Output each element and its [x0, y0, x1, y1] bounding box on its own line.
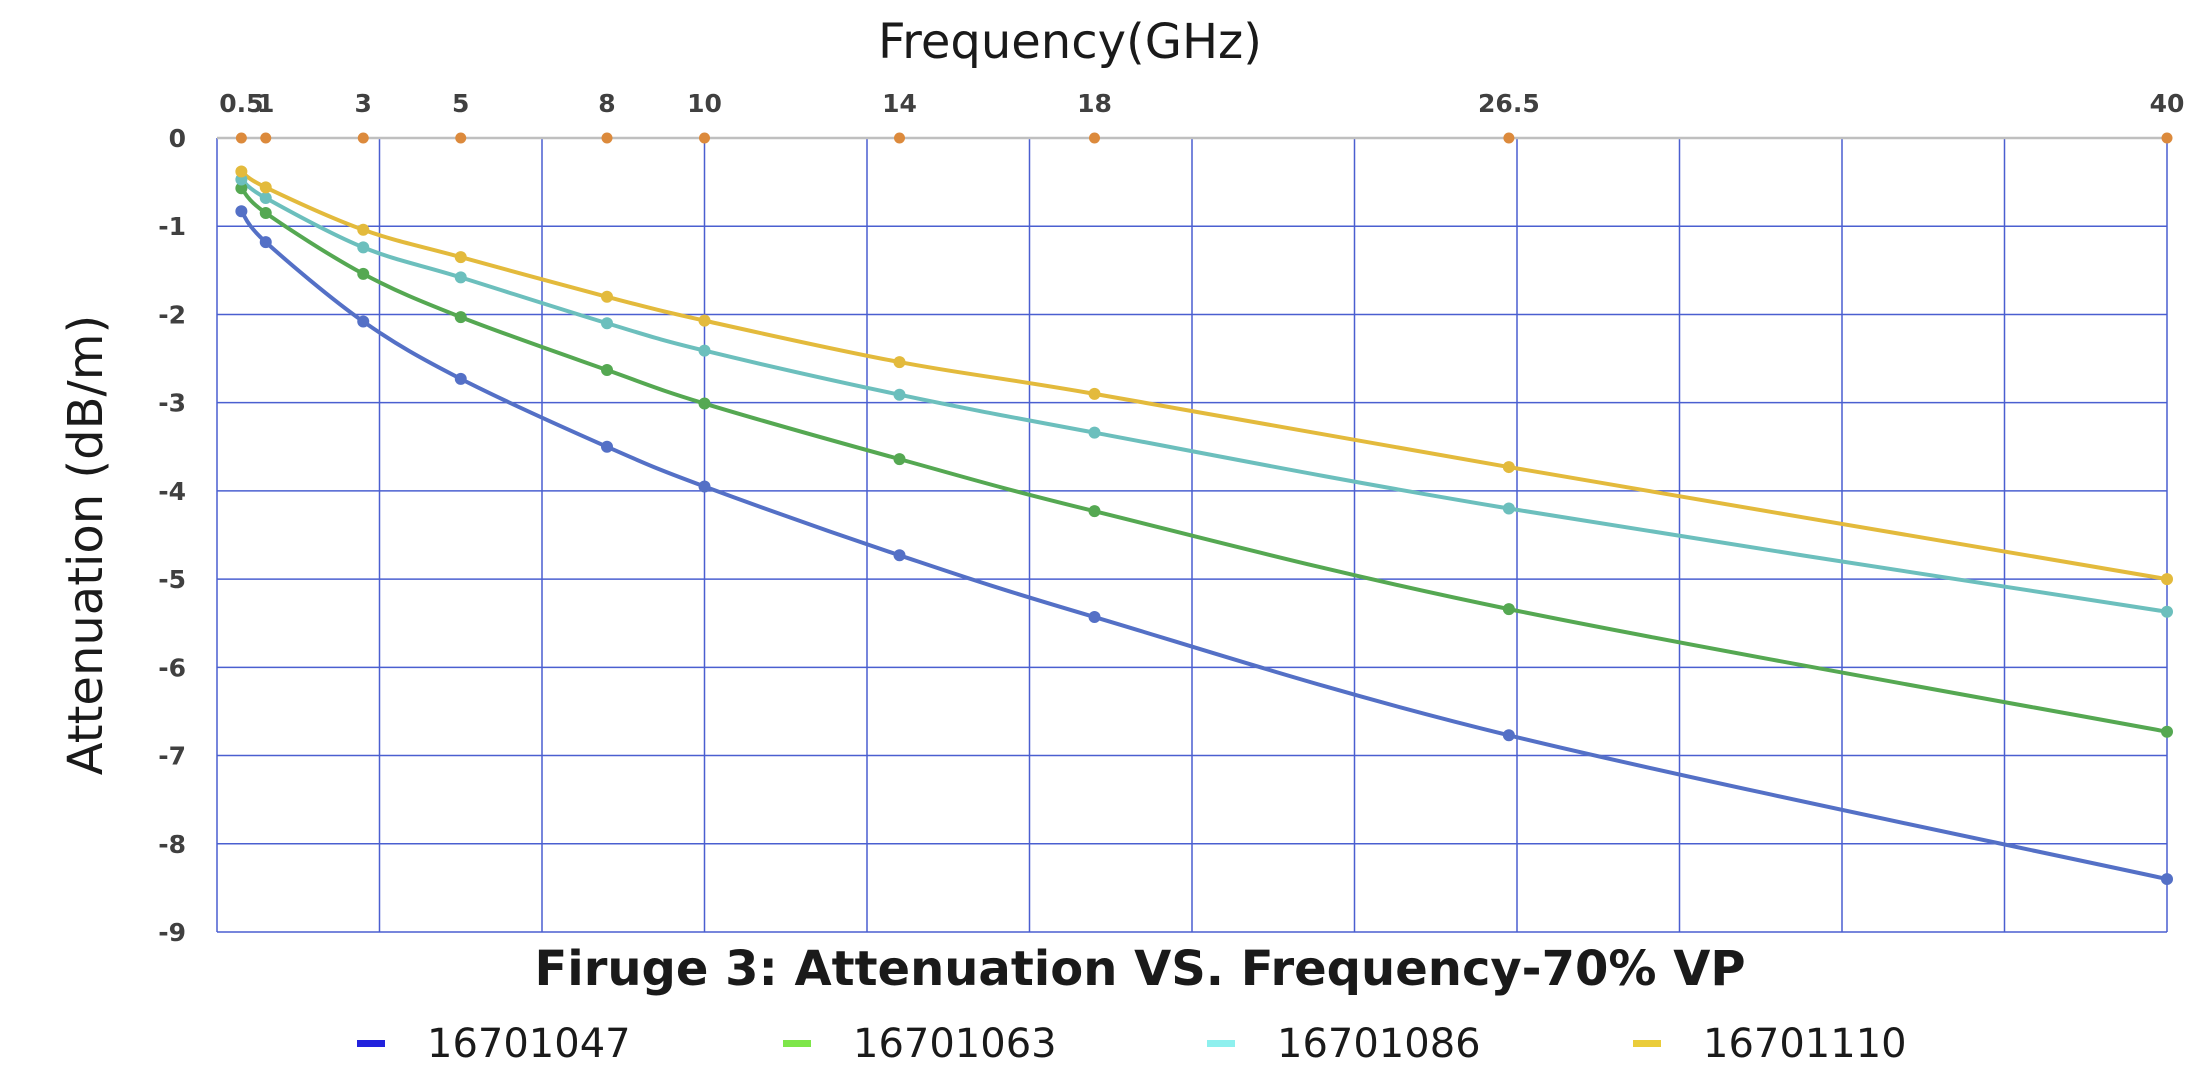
series-line-16701110 [240, 169, 2168, 582]
series-point-16701047 [235, 205, 248, 218]
x-tick-label: 18 [1077, 89, 1112, 118]
series-point-16701063 [893, 453, 906, 466]
x-tick-label: 3 [355, 89, 372, 118]
zero-line-marker [357, 132, 369, 144]
series-lines [239, 169, 2168, 882]
x-tick-label: 8 [598, 89, 615, 118]
y-tick-labels: 0 -1 -2 -3 -4 -5 -6 -7 -8 -9 [158, 124, 186, 947]
series-point-16701110 [893, 356, 906, 369]
series-point-16701110 [454, 251, 467, 264]
legend-label: 16701110 [1703, 1021, 1907, 1067]
legend-swatch [783, 1040, 811, 1047]
series-line-16701063 [239, 186, 2168, 734]
x-tick-label: 40 [2150, 89, 2185, 118]
y-tick-label: -5 [158, 565, 186, 594]
series-point-16701110 [1502, 461, 1515, 474]
series-point-16701047 [1502, 729, 1515, 742]
zero-line-markers [235, 132, 2173, 144]
legend-swatch [1633, 1040, 1661, 1047]
series-point-16701110 [1088, 387, 1101, 400]
legend: 16701047 16701063 16701086 16701110 [357, 1021, 1907, 1067]
series-point-16701047 [357, 315, 370, 328]
x-tick-label: 5 [452, 89, 469, 118]
series-point-16701047 [259, 236, 272, 249]
series-point-16701047 [893, 549, 906, 562]
series-point-16701063 [1502, 603, 1515, 616]
chart-caption: Firuge 3: Attenuation VS. Frequency-70% … [534, 941, 1745, 997]
series-point-16701047 [698, 480, 711, 493]
y-tick-label: -4 [158, 477, 186, 506]
series-point-16701086 [1502, 502, 1515, 515]
series-point-16701110 [235, 165, 248, 178]
y-axis-title: Attenuation (dB/m) [58, 315, 114, 775]
series-point-16701086 [601, 317, 613, 330]
zero-line-marker [2161, 132, 2173, 144]
grid [216, 136, 2168, 933]
series-point-16701110 [698, 314, 711, 327]
series-point-16701063 [235, 182, 248, 195]
series-point-16701086 [1088, 426, 1101, 439]
series-point-16701063 [601, 364, 613, 377]
x-tick-label: 0.5 [219, 89, 263, 118]
zero-line-marker [455, 132, 467, 144]
y-tick-label: -2 [158, 300, 186, 329]
zero-line-marker [260, 132, 272, 144]
y-tick-label: -1 [158, 212, 186, 241]
series-point-16701063 [357, 267, 370, 280]
series-point-16701063 [454, 311, 467, 324]
x-tick-label: 1 [257, 89, 274, 118]
zero-line-marker [1503, 132, 1515, 144]
legend-swatch [1207, 1040, 1235, 1047]
y-tick-label: -9 [158, 918, 186, 947]
x-tick-label: 10 [687, 89, 722, 118]
y-tick-label: -6 [158, 653, 186, 682]
zero-line-marker [601, 132, 613, 144]
zero-line-marker [699, 132, 710, 144]
series-point-16701086 [259, 191, 272, 204]
series-point-16701063 [1088, 505, 1101, 518]
series-line-16701086 [240, 177, 2168, 614]
x-tick-label: 26.5 [1478, 89, 1540, 118]
zero-line-marker [235, 132, 247, 144]
legend-label: 16701063 [853, 1021, 1057, 1067]
x-axis-title: Frequency(GHz) [878, 14, 1262, 70]
series-point-16701047 [601, 440, 613, 453]
series-point-16701047 [454, 372, 467, 385]
x-tick-label: 14 [882, 89, 917, 118]
zero-line-marker [894, 132, 905, 144]
y-tick-label: 0 [169, 124, 186, 153]
y-tick-label: -3 [158, 389, 186, 418]
y-tick-label: -7 [158, 742, 186, 771]
series-point-16701047 [2161, 873, 2173, 886]
series-point-16701086 [2161, 605, 2173, 618]
series-points [235, 165, 2173, 886]
series-point-16701063 [698, 397, 711, 410]
series-point-16701086 [454, 271, 467, 284]
x-tick-labels: 0.51 3 5 8 10 14 18 26.5 40 [219, 89, 2184, 118]
series-line-16701047 [239, 209, 2168, 882]
y-tick-label: -8 [158, 830, 186, 859]
series-point-16701110 [259, 181, 272, 194]
legend-swatch [357, 1040, 385, 1047]
legend-label: 16701047 [427, 1021, 631, 1067]
series-point-16701110 [2161, 573, 2173, 586]
legend-label: 16701086 [1277, 1021, 1481, 1067]
series-point-16701086 [698, 344, 711, 357]
series-point-16701110 [357, 223, 370, 236]
zero-line-marker [1089, 132, 1100, 144]
series-point-16701063 [259, 206, 272, 219]
series-point-16701086 [893, 388, 906, 401]
series-point-16701086 [357, 241, 370, 254]
series-point-16701047 [1088, 611, 1101, 624]
series-point-16701110 [601, 290, 613, 303]
series-point-16701063 [2161, 725, 2173, 738]
